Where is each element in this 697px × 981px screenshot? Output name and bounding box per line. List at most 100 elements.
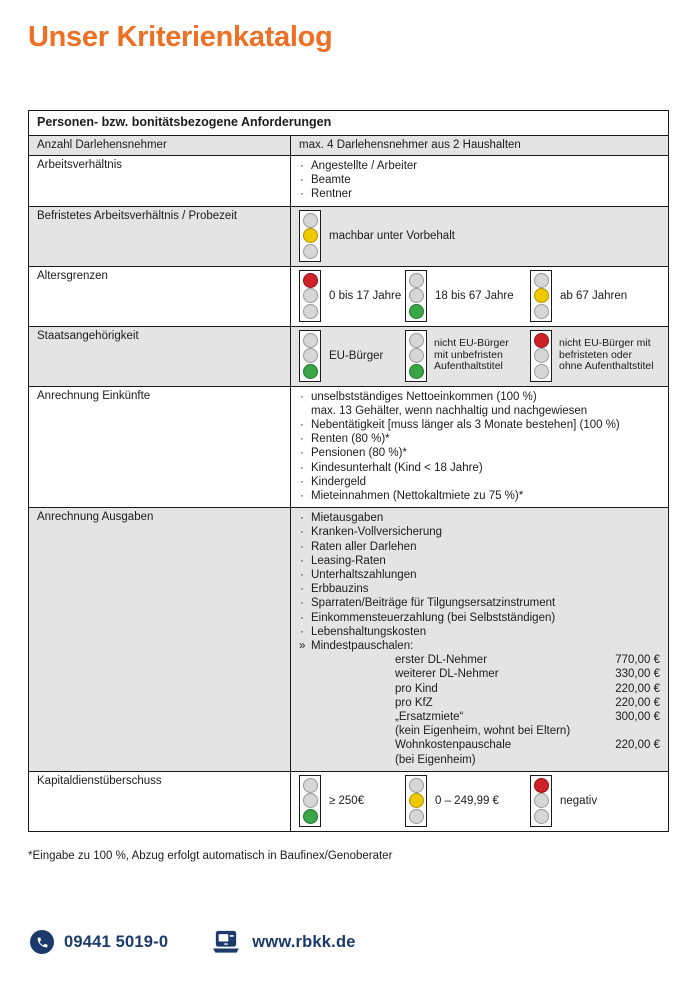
traffic-light-icon: [530, 774, 552, 827]
list-item: Raten aller Darlehen: [299, 540, 660, 554]
mindest-value: 220,00 €: [615, 682, 660, 695]
mindest-value: 220,00 €: [615, 739, 660, 752]
yellow-bulb-icon: [408, 793, 424, 809]
mindest-value: 770,00 €: [615, 654, 660, 667]
light-label: nicht EU-Bürger mit unbefristen Aufentha…: [434, 336, 509, 373]
row-label: Anzahl Darlehensnehmer: [29, 135, 291, 155]
light-label: EU-Bürger: [329, 349, 384, 362]
mindestpauschalen-heading: Mindestpauschalen:: [299, 639, 660, 653]
list-item: Leasing-Raten: [299, 554, 660, 568]
red-bulb-icon: [302, 212, 318, 228]
traffic-light-group: negativ: [530, 774, 660, 827]
row-value: Mietausgaben Kranken-Vollversicherung Ra…: [291, 508, 668, 771]
traffic-light-group: 18 bis 67 Jahre: [405, 269, 530, 322]
light-label: machbar unter Vorbehalt: [329, 229, 455, 242]
light-label: 0 bis 17 Jahre: [329, 289, 402, 302]
red-bulb-icon: [533, 332, 549, 348]
light-label: 18 bis 67 Jahre: [435, 289, 514, 302]
row-value: unselbstständiges Nettoeinkommen (100 %)…: [291, 387, 668, 508]
bullet-list: unselbstständiges Nettoeinkommen (100 %): [299, 390, 660, 404]
yellow-bulb-icon: [408, 288, 424, 303]
website-link[interactable]: www.rbkk.de: [252, 932, 356, 951]
yellow-bulb-icon: [302, 288, 318, 303]
row-label: Anrechnung Einkünfte: [29, 386, 291, 508]
footnote: *Eingabe zu 100 %, Abzug erfolgt automat…: [28, 849, 393, 862]
red-bulb-icon: [302, 777, 318, 793]
list-item: Sparraten/Beiträge für Tilgungsersatzins…: [299, 596, 660, 610]
table-row-anrechnung-einkuenfte: Anrechnung Einkünfte unselbstständiges N…: [29, 385, 668, 508]
red-bulb-icon: [533, 272, 549, 288]
mindest-row: „Ersatzmiete“ 300,00 €: [395, 710, 660, 724]
list-item: Erbbauzins: [299, 582, 660, 596]
mindest-label: erster DL-Nehmer: [395, 654, 488, 667]
mindest-value: 300,00 €: [615, 710, 660, 723]
traffic-light-icon: [299, 269, 321, 322]
mindest-row: pro KfZ 220,00 €: [395, 696, 660, 710]
red-bulb-icon: [302, 272, 318, 288]
row-label: Arbeitsverhältnis: [29, 155, 291, 206]
list-item: Renten (80 %)*: [299, 432, 660, 446]
green-bulb-icon: [533, 363, 549, 379]
mindest-note: (bei Eigenheim): [395, 753, 476, 766]
green-bulb-icon: [408, 363, 424, 379]
list-item: Unterhaltszahlungen: [299, 568, 660, 582]
list-item: Rentner: [299, 187, 660, 201]
yellow-bulb-icon: [533, 288, 549, 303]
row-value: Angestellte / Arbeiter Beamte Rentner: [291, 156, 668, 206]
traffic-light-icon: [299, 209, 321, 262]
yellow-bulb-icon: [533, 348, 549, 363]
table-row-anzahl-darlehensnehmer: Anzahl Darlehensnehmer max. 4 Darlehensn…: [29, 134, 668, 155]
light-label: ≥ 250€: [329, 794, 365, 807]
mindest-label: weiterer DL-Nehmer: [395, 668, 499, 681]
green-bulb-icon: [302, 808, 318, 824]
light-label: nicht EU-Bürger mit befristeten oder ohn…: [559, 336, 654, 373]
list-item: Einkommensteuerzahlung (bei Selbstständi…: [299, 611, 660, 625]
list-item: Kranken-Vollversicherung: [299, 525, 660, 539]
laptop-icon: [210, 930, 242, 954]
yellow-bulb-icon: [533, 793, 549, 809]
table-row-staatsangehoerigkeit: Staatsangehörigkeit EU-Bürger: [29, 325, 668, 386]
green-bulb-icon: [533, 303, 549, 319]
green-bulb-icon: [408, 808, 424, 824]
page-title: Unser Kriterienkatalog: [28, 21, 333, 53]
list-item-continuation: max. 13 Gehälter, wenn nachhaltig und na…: [311, 404, 588, 417]
traffic-light-icon: [405, 774, 427, 827]
footer-contact: 09441 5019-0 www.rbkk.de: [30, 930, 356, 954]
mindest-row: erster DL-Nehmer 770,00 €: [395, 653, 660, 667]
list-item: Kindesunterhalt (Kind < 18 Jahre): [299, 461, 660, 475]
table-row-befristetes-arbeitsverhaeltnis: Befristetes Arbeitsverhältnis / Probezei…: [29, 205, 668, 266]
bullet-list: Mietausgaben Kranken-Vollversicherung Ra…: [299, 511, 660, 639]
traffic-light-group: ≥ 250€: [299, 774, 405, 827]
table-row-arbeitsverhaeltnis: Arbeitsverhältnis Angestellte / Arbeiter…: [29, 154, 668, 206]
green-bulb-icon: [302, 303, 318, 319]
list-item: Pensionen (80 %)*: [299, 446, 660, 460]
phone-number: 09441 5019-0: [64, 932, 169, 951]
red-bulb-icon: [408, 332, 424, 348]
yellow-bulb-icon: [302, 793, 318, 809]
green-bulb-icon: [302, 243, 318, 259]
mindest-label: pro Kind: [395, 682, 438, 695]
mindest-row: pro Kind 220,00 €: [395, 682, 660, 696]
list-item: unselbstständiges Nettoeinkommen (100 %): [299, 390, 660, 404]
traffic-light-icon: [530, 329, 552, 382]
traffic-light-group: machbar unter Vorbehalt: [299, 209, 455, 262]
traffic-light-group: EU-Bürger: [299, 329, 405, 382]
list-item: Beamte: [299, 173, 660, 187]
row-label: Befristetes Arbeitsverhältnis / Probezei…: [29, 206, 291, 266]
mindest-value: 220,00 €: [615, 696, 660, 709]
mindest-label: „Ersatzmiete“: [395, 710, 464, 723]
light-label: 0 – 249,99 €: [435, 794, 499, 807]
mindest-label: Wohnkostenpauschale: [395, 739, 512, 752]
yellow-bulb-icon: [302, 348, 318, 363]
list-item: Mieteinnahmen (Nettokaltmiete zu 75 %)*: [299, 489, 660, 503]
list-item: Angestellte / Arbeiter: [299, 159, 660, 173]
row-value: max. 4 Darlehensnehmer aus 2 Haushalten: [299, 138, 521, 151]
row-value: machbar unter Vorbehalt: [291, 207, 668, 266]
row-label: Kapitaldienstüberschuss: [29, 771, 291, 831]
traffic-light-group: ab 67 Jahren: [530, 269, 660, 322]
table-row-altersgrenzen: Altersgrenzen 0 bis 17 Jahre: [29, 265, 668, 326]
traffic-light-icon: [299, 774, 321, 827]
bullet-list: Angestellte / Arbeiter Beamte Rentner: [299, 159, 660, 202]
traffic-light-group: nicht EU-Bürger mit unbefristen Aufentha…: [405, 329, 530, 382]
